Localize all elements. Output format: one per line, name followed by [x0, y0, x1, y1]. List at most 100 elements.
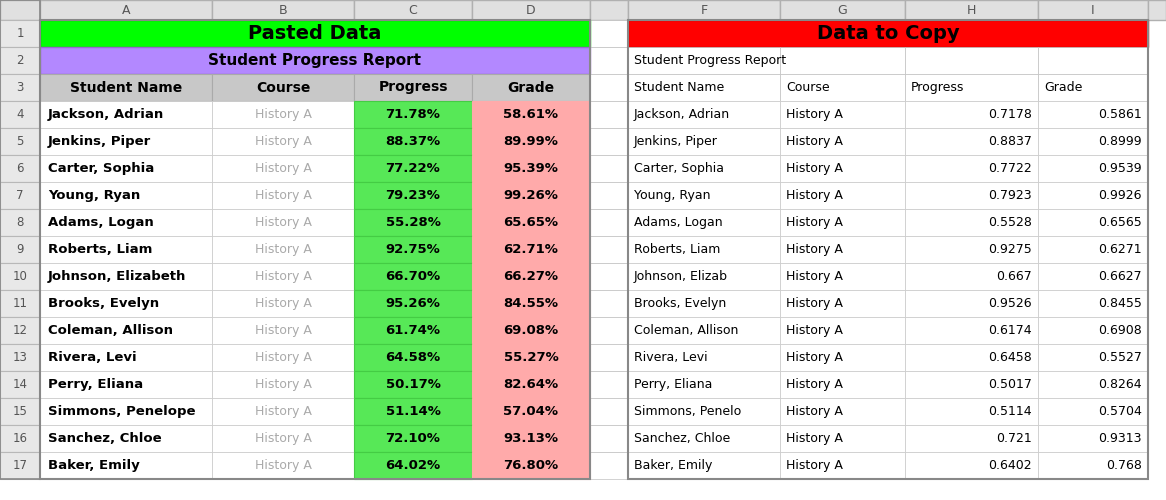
Bar [590, 317, 628, 344]
Text: Student Name: Student Name [634, 81, 724, 94]
Bar [905, 398, 1038, 425]
Text: 0.6565: 0.6565 [1098, 216, 1142, 229]
Text: History A: History A [254, 270, 311, 283]
Bar [354, 0, 472, 20]
Bar [40, 155, 212, 182]
Text: History A: History A [786, 216, 843, 229]
Bar [780, 47, 905, 74]
Text: 8: 8 [16, 216, 23, 229]
Bar [472, 290, 590, 317]
Text: History A: History A [786, 351, 843, 364]
Bar [780, 101, 905, 128]
Bar [628, 209, 780, 236]
Bar [780, 74, 905, 101]
Text: History A: History A [786, 324, 843, 337]
Bar [212, 371, 354, 398]
Text: History A: History A [254, 108, 311, 121]
Text: Data to Copy: Data to Copy [816, 24, 960, 43]
Bar [0, 74, 40, 101]
Bar [40, 128, 212, 155]
Text: Rivera, Levi: Rivera, Levi [48, 351, 136, 364]
Bar [905, 209, 1038, 236]
Bar [212, 101, 354, 128]
Text: 0.5861: 0.5861 [1098, 108, 1142, 121]
Text: 9: 9 [16, 243, 23, 256]
Text: 17: 17 [13, 459, 28, 472]
Text: History A: History A [254, 297, 311, 310]
Bar [1038, 101, 1149, 128]
Bar [1149, 0, 1166, 20]
Bar [905, 344, 1038, 371]
Bar [628, 317, 780, 344]
Bar [212, 236, 354, 263]
Bar [1038, 398, 1149, 425]
Bar [0, 20, 40, 47]
Text: 0.6402: 0.6402 [989, 459, 1032, 472]
Bar [905, 452, 1038, 479]
Text: 0.8999: 0.8999 [1098, 135, 1142, 148]
Bar [40, 317, 212, 344]
Text: 4: 4 [16, 108, 23, 121]
Bar [472, 182, 590, 209]
Bar [1038, 0, 1149, 20]
Text: 84.55%: 84.55% [504, 297, 559, 310]
Text: 0.9526: 0.9526 [989, 297, 1032, 310]
Text: 88.37%: 88.37% [386, 135, 441, 148]
Bar [40, 20, 590, 47]
Bar [0, 182, 40, 209]
Bar [40, 47, 590, 74]
Bar [1038, 155, 1149, 182]
Bar [905, 47, 1038, 74]
Text: Rivera, Levi: Rivera, Levi [634, 351, 708, 364]
Bar [590, 74, 628, 101]
Bar [212, 263, 354, 290]
Text: Adams, Logan: Adams, Logan [48, 216, 154, 229]
Bar [354, 290, 472, 317]
Bar [40, 263, 212, 290]
Bar [354, 74, 472, 101]
Bar [590, 371, 628, 398]
Text: 71.78%: 71.78% [386, 108, 441, 121]
Text: History A: History A [786, 432, 843, 445]
Bar [628, 47, 780, 74]
Text: D: D [526, 4, 536, 16]
Bar [780, 425, 905, 452]
Bar [1038, 263, 1149, 290]
Text: Brooks, Evelyn: Brooks, Evelyn [634, 297, 726, 310]
Bar [354, 128, 472, 155]
Text: Course: Course [786, 81, 830, 94]
Text: 72.10%: 72.10% [386, 432, 441, 445]
Text: Student Name: Student Name [70, 80, 182, 94]
Text: Grade: Grade [507, 80, 555, 94]
Bar [472, 317, 590, 344]
Bar [354, 236, 472, 263]
Text: H: H [967, 4, 976, 16]
Bar [0, 0, 40, 20]
Text: History A: History A [786, 405, 843, 418]
Bar [212, 344, 354, 371]
Text: History A: History A [786, 189, 843, 202]
Bar [628, 0, 780, 20]
Text: Course: Course [255, 80, 310, 94]
Bar [40, 290, 212, 317]
Text: Carter, Sophia: Carter, Sophia [634, 162, 724, 175]
Text: 58.61%: 58.61% [504, 108, 559, 121]
Bar [212, 182, 354, 209]
Text: 0.8264: 0.8264 [1098, 378, 1142, 391]
Bar [354, 101, 472, 128]
Bar [905, 263, 1038, 290]
Text: History A: History A [786, 162, 843, 175]
Text: 11: 11 [13, 297, 28, 310]
Bar [212, 317, 354, 344]
Text: 12: 12 [13, 324, 28, 337]
Text: History A: History A [254, 243, 311, 256]
Text: A: A [121, 4, 131, 16]
Text: 0.8455: 0.8455 [1098, 297, 1142, 310]
Bar [472, 425, 590, 452]
Text: Roberts, Liam: Roberts, Liam [48, 243, 153, 256]
Bar [1038, 290, 1149, 317]
Text: History A: History A [254, 189, 311, 202]
Text: 15: 15 [13, 405, 28, 418]
Bar [212, 425, 354, 452]
Text: F: F [701, 4, 708, 16]
